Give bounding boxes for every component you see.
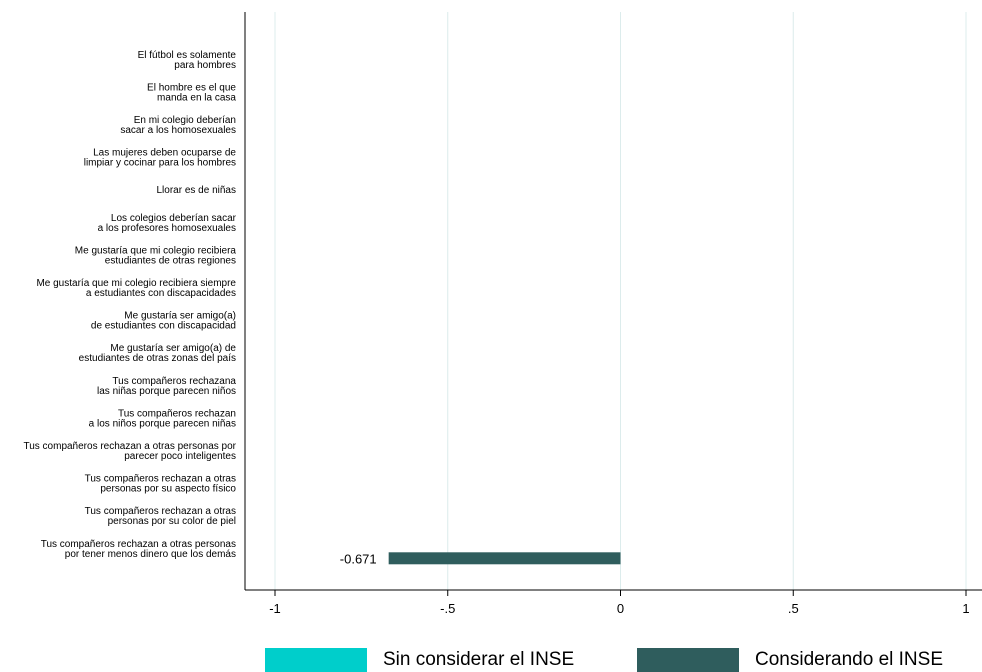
category-label: El hombre es el que manda en la casa (147, 82, 236, 103)
category-label: Me gustaría ser amigo(a) de estudiantes c… (91, 311, 236, 332)
legend-swatch-series-1 (265, 648, 367, 672)
category-label: Tus compañeros rechazan a otras personas… (41, 539, 236, 560)
data-labels: -0.671 (340, 551, 377, 566)
category-label: Tus compañeros rechazan a otras personas … (85, 474, 237, 495)
category-label: Los colegios deberían sacar a los profeso… (98, 213, 237, 234)
category-label: En mi colegio deberían sacar a los homose… (120, 115, 236, 136)
x-tick-label: -.5 (440, 601, 455, 616)
data-label: -0.671 (340, 551, 377, 566)
category-label: Tus compañeros rechazan a los niños porqu… (89, 408, 236, 429)
x-tick-label: 0 (617, 601, 624, 616)
category-label: Tus compañeros rechazana las niñas porque… (97, 376, 236, 397)
x-tick-labels: -1 -.5 0 .5 1 (269, 601, 969, 616)
legend: Sin considerar el INSE Considerando el I… (0, 648, 982, 672)
category-label: El fútbol es solamente para hombres (138, 50, 237, 71)
category-label: Llorar es de niñas (157, 185, 237, 196)
x-tick-label: -1 (269, 601, 281, 616)
category-label: Me gustaría que mi colegio recibiera sie… (36, 278, 236, 299)
legend-label-series-2: Considerando el INSE (755, 649, 943, 670)
legend-label-series-1: Sin considerar el INSE (383, 649, 575, 670)
category-label: Me gustaría que mi colegio recibiera estu… (75, 245, 237, 266)
gridlines (274, 12, 967, 590)
category-labels: El fútbol es solamente para hombres El hom… (23, 50, 236, 560)
bar-2 (388, 552, 621, 565)
legend-item-series-2: Considerando el INSE (637, 648, 943, 672)
category-label: Las mujeres deben ocuparse de limpiar y c… (84, 148, 237, 169)
legend-swatch-series-2 (637, 648, 739, 672)
bars (388, 552, 621, 565)
axes (244, 12, 982, 596)
x-tick-label: 1 (962, 601, 969, 616)
category-label: Me gustaría ser amigo(a) de estudiantes d… (79, 343, 237, 364)
x-tick-label: .5 (788, 601, 799, 616)
legend-item-series-1: Sin considerar el INSE (265, 648, 574, 672)
category-label: Tus compañeros rechazan a otras personas… (23, 441, 236, 462)
category-label: Tus compañeros rechazan a otras personas … (85, 506, 236, 527)
bar-chart: El fútbol es solamente para hombres El hom… (23, 12, 982, 616)
